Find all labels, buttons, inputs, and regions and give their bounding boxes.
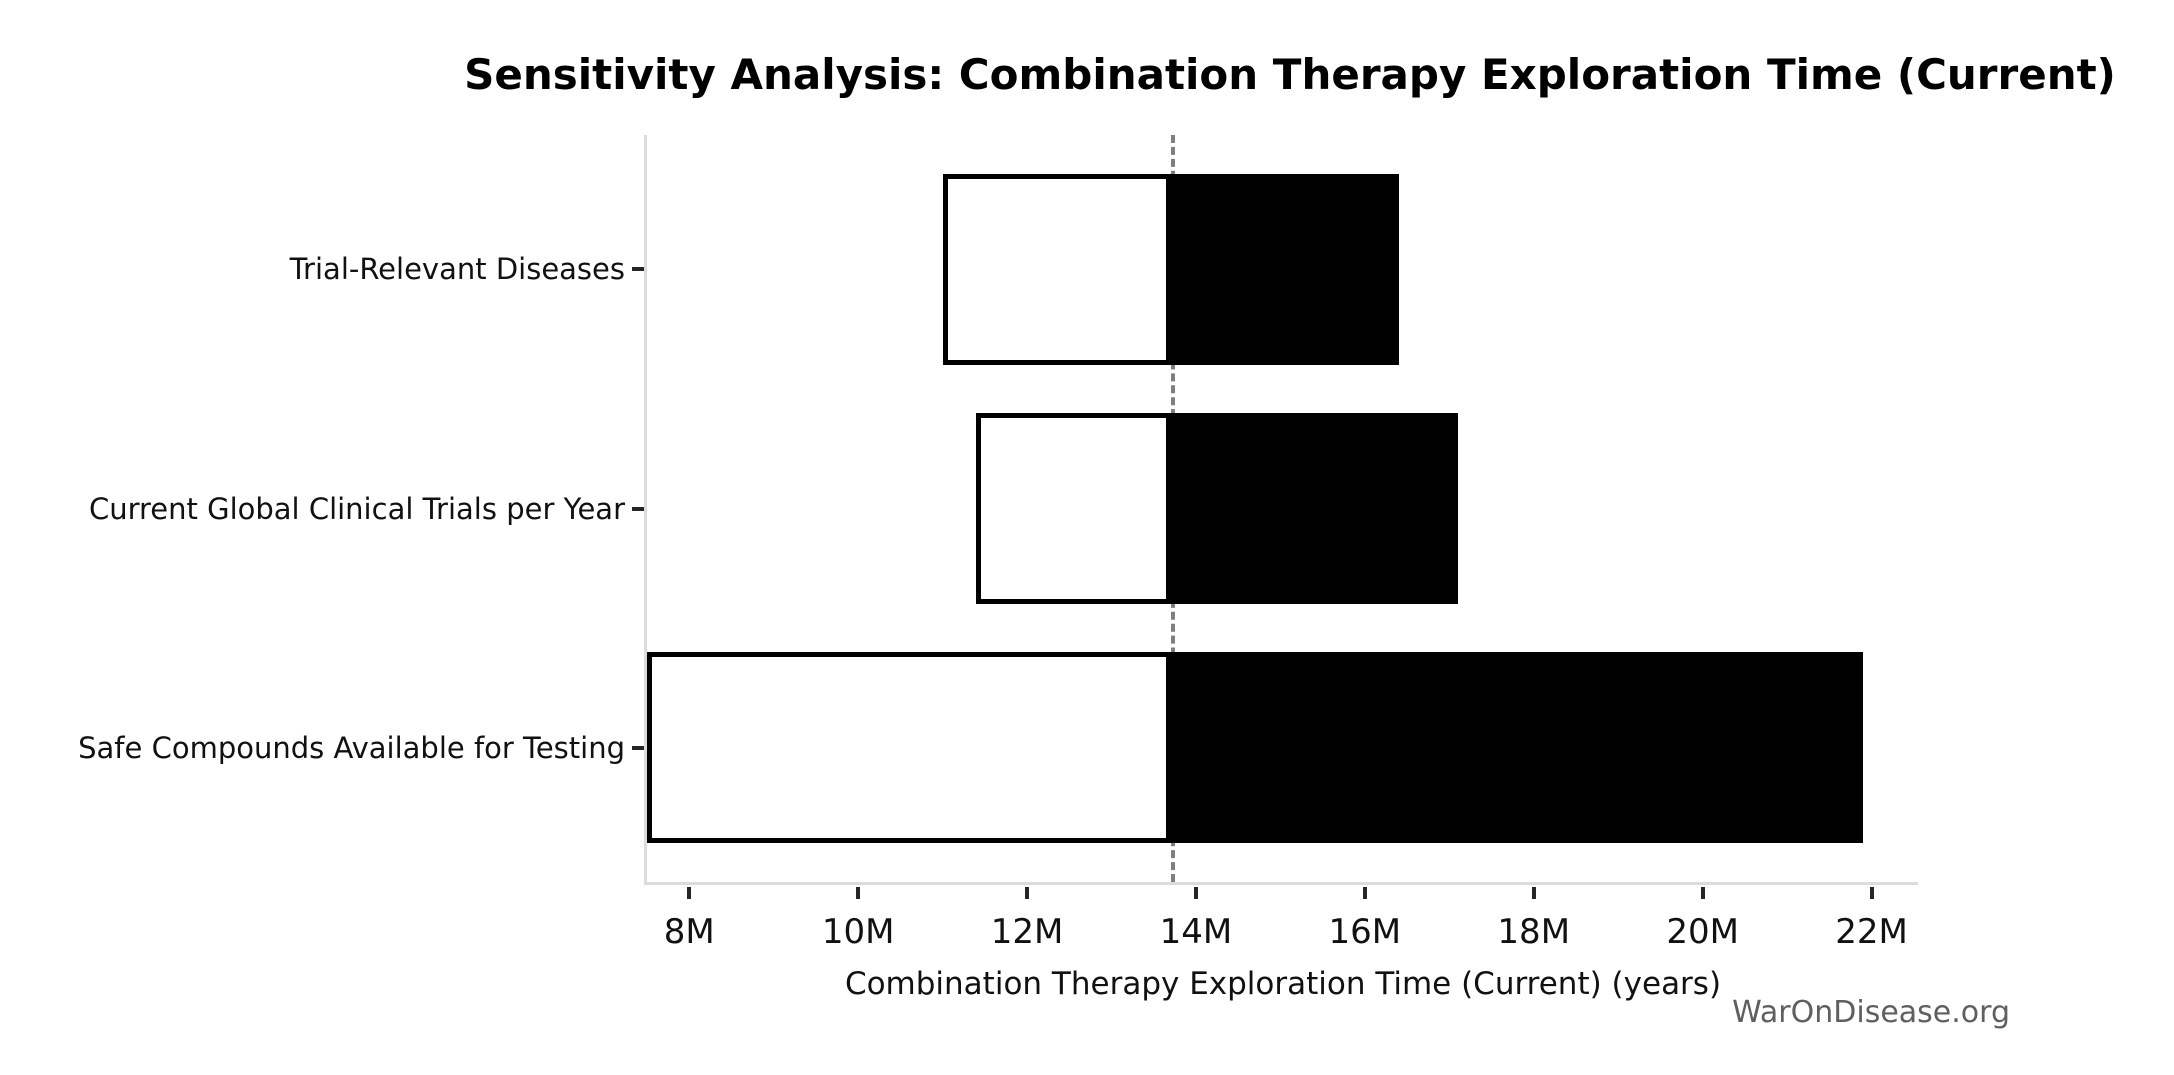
y-tick-mark xyxy=(632,267,644,272)
x-tick-label: 20M xyxy=(1666,912,1739,952)
x-tick-mark xyxy=(1869,887,1874,899)
x-tick-mark xyxy=(856,887,861,899)
x-tick-mark xyxy=(1362,887,1367,899)
bar-low-segment xyxy=(942,173,1171,366)
y-tick-mark xyxy=(632,745,644,750)
x-tick-label: 10M xyxy=(821,912,895,952)
tornado-bar-row xyxy=(647,651,1918,844)
y-tick-mark xyxy=(632,506,644,511)
bar-high-segment xyxy=(1170,173,1399,366)
bar-low-segment xyxy=(976,412,1171,605)
y-axis-label: Trial-Relevant Diseases xyxy=(289,252,625,287)
plot-area: Trial-Relevant Diseases Current Global Cl… xyxy=(78,135,1918,952)
tornado-bar-row xyxy=(647,412,1918,605)
x-tick-mark xyxy=(1025,887,1030,899)
bar-high-segment xyxy=(1170,651,1864,844)
y-axis-label: Safe Compounds Available for Testing xyxy=(78,730,625,765)
x-tick-mark xyxy=(1700,887,1705,899)
x-tick-label: 18M xyxy=(1497,912,1571,952)
x-tick-mark xyxy=(1531,887,1536,899)
x-tick-label: 8M xyxy=(663,912,715,952)
tornado-bar-row xyxy=(647,173,1918,366)
x-tick-label: 16M xyxy=(1328,912,1402,952)
bar-low-segment xyxy=(647,651,1171,844)
chart-title: Sensitivity Analysis: Combination Therap… xyxy=(464,50,2116,99)
bar-high-segment xyxy=(1170,412,1458,605)
x-tick-label: 22M xyxy=(1835,912,1908,952)
x-axis-title: Combination Therapy Exploration Time (Cu… xyxy=(844,966,1722,1002)
y-axis-label: Current Global Clinical Trials per Year xyxy=(88,491,625,526)
x-tick-mark xyxy=(1193,887,1198,899)
watermark-text: WarOnDisease.org xyxy=(1732,995,2010,1030)
x-tick-mark xyxy=(687,887,692,899)
x-tick-label: 14M xyxy=(1159,912,1233,952)
x-tick-label: 12M xyxy=(990,912,1064,952)
